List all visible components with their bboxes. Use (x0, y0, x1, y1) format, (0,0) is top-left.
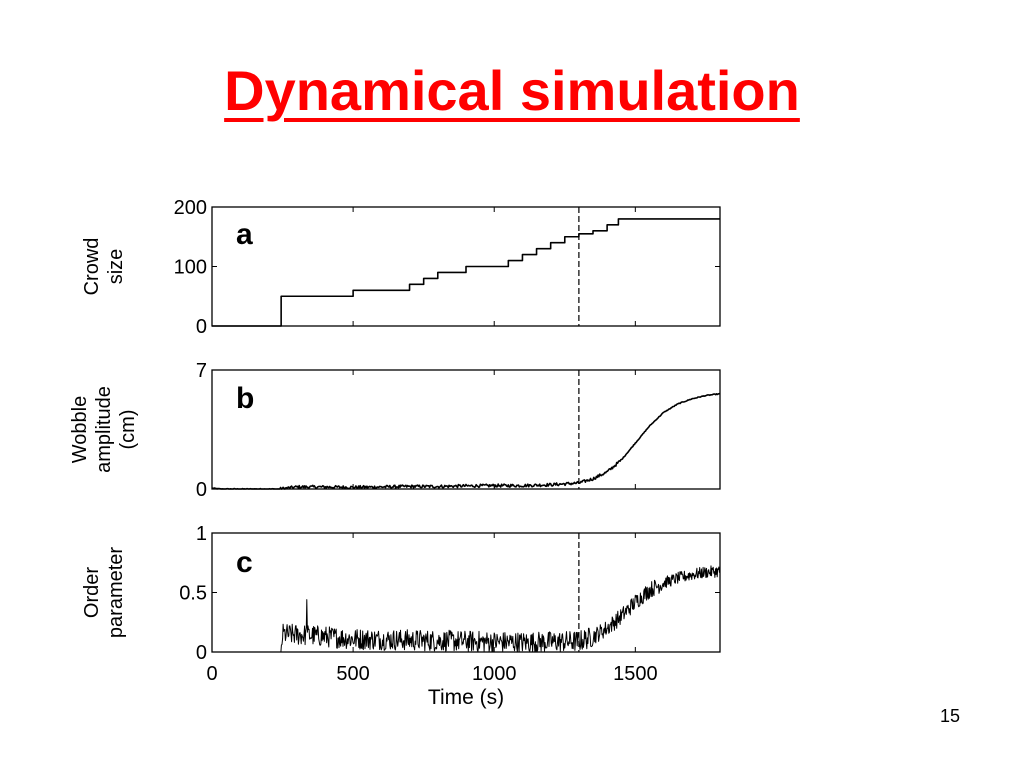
panel-c-ytick-label: 1 (196, 523, 207, 545)
panel-c-ylabel-line: Order (81, 567, 103, 618)
panel-a-ytick-label: 0 (196, 316, 207, 338)
panel-b-frame (211, 369, 721, 490)
panel-a-ylabel-line: Crowd (81, 238, 103, 296)
panel-c-series-line (212, 565, 721, 653)
panel-c-xlabel: Time (s) (428, 686, 504, 709)
page-number: 15 (939, 706, 961, 726)
panel-a-ytick-label: 200 (174, 197, 207, 219)
panel-c-xtick-label: 1500 (613, 663, 658, 685)
panel-a-ylabel-line: size (105, 249, 127, 285)
panel-c-ylabel-line: parameter (105, 547, 127, 638)
panel-b-ylabel-line: Wobble (69, 396, 91, 463)
panel-b-ylabel-line: (cm) (117, 410, 139, 450)
panel-a-ytick-label: 100 (174, 257, 207, 279)
panel-c-ytick-label: 0.5 (179, 583, 207, 605)
panel-a: 0 100 200 Crowd size a (81, 197, 721, 338)
panel-b-ytick-label: 7 (196, 360, 207, 382)
panel-a-letter: a (236, 218, 253, 251)
panel-b: 0 7 Wobble amplitude (cm) b (69, 360, 721, 501)
panel-c-letter: c (236, 546, 253, 579)
panel-c-ytick-label: 0 (196, 642, 207, 664)
panel-c-xtick-label: 0 (206, 663, 217, 685)
panel-b-series-line (211, 392, 721, 490)
panel-b-letter: b (236, 382, 254, 415)
slide-title: Dynamical simulation (224, 59, 800, 122)
panel-a-series-line (212, 218, 720, 327)
panel-b-ylabel-line: amplitude (93, 386, 115, 473)
panel-c-xtick-label: 500 (336, 663, 369, 685)
panel-b-ytick-label: 0 (196, 479, 207, 501)
panel-c: 0 0.5 1 0 500 1000 1500 Time (s) Order parameter c (81, 523, 721, 709)
panel-c-xtick-label: 1000 (472, 663, 517, 685)
